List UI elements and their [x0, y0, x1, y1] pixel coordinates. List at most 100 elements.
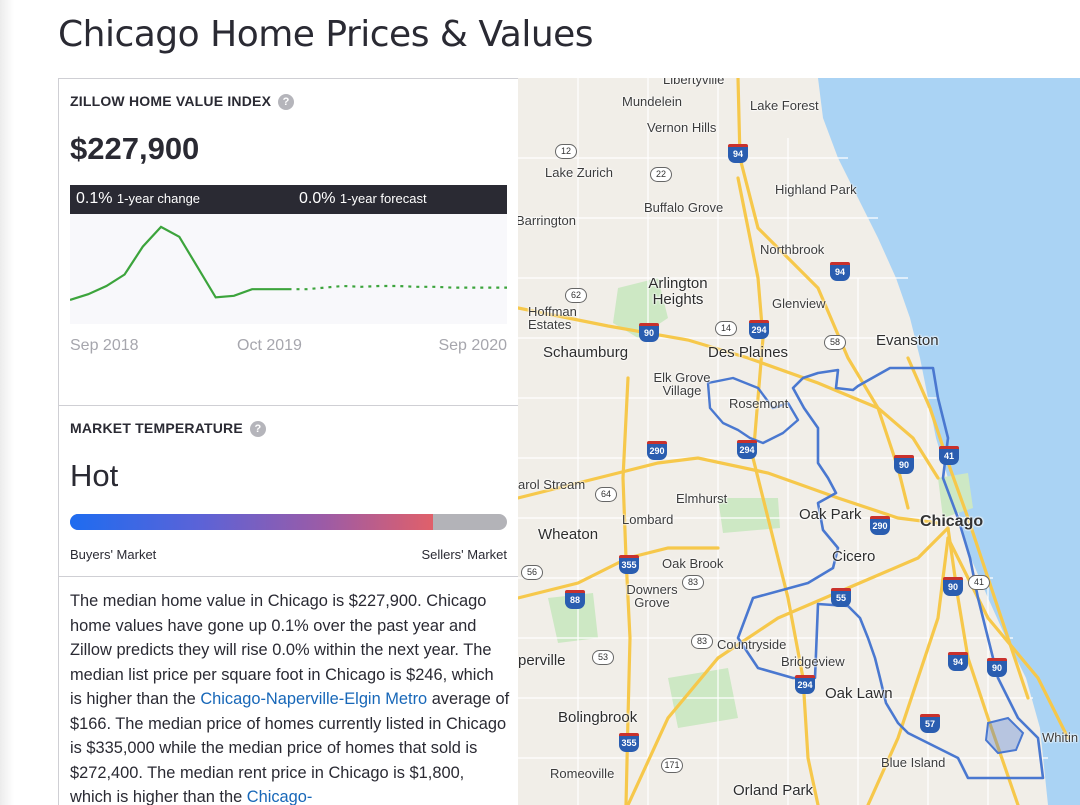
- route-marker: 53: [592, 650, 614, 665]
- change-label: 1-year change: [116, 191, 201, 206]
- place-label: Oak Park: [799, 506, 862, 523]
- place-label: Libertyville: [663, 78, 725, 87]
- axis-tick-label: Sep 2018: [70, 337, 139, 354]
- metro-rent-link[interactable]: Chicago-: [246, 788, 313, 805]
- place-label: Orland Park: [733, 782, 814, 799]
- interstate-shield: 355: [619, 555, 639, 574]
- highway-i57: [866, 536, 950, 805]
- lake-michigan: [818, 78, 1080, 805]
- gauge-fill: [70, 514, 433, 530]
- series-line-actual: [70, 225, 289, 301]
- home-values-panel: ZILLOW HOME VALUE INDEX? $227,900 0.1% 1…: [58, 78, 518, 805]
- interstate-shield: 94: [830, 262, 850, 281]
- place-label: Elk Grove Village: [653, 370, 711, 398]
- interstate-shield: 294: [795, 675, 815, 694]
- axis-tick-label: Sep 2020: [438, 337, 507, 354]
- series-line-forecast: [288, 284, 507, 291]
- place-label: Arlington Heights: [648, 275, 708, 308]
- forecast-label: 1-year forecast: [339, 191, 427, 206]
- help-icon[interactable]: ?: [278, 94, 295, 110]
- one-year-forecast: 0.0% 1-year forecast: [299, 190, 427, 208]
- highway-lake-shore: [906, 356, 1030, 700]
- route-marker: 83: [682, 575, 704, 590]
- market-temperature-gauge: [70, 514, 507, 530]
- place-label: Buffalo Grove: [644, 200, 724, 215]
- description-paragraph: The median home value in Chicago is $227…: [70, 589, 510, 805]
- place-label: Schaumburg: [543, 344, 629, 361]
- temperature-label-row: MARKET TEMPERATURE?: [70, 420, 266, 437]
- place-label: Mundelein: [622, 94, 682, 109]
- place-label: Bridgeview: [781, 654, 845, 669]
- place-label: Vernon Hills: [647, 120, 717, 135]
- highway-i94-dan-ryan: [946, 526, 1020, 805]
- highway-i355: [621, 376, 632, 805]
- place-label: arol Stream: [518, 477, 586, 492]
- interstate-shield: 57: [920, 714, 940, 733]
- highway-i90-northwest: [518, 306, 940, 480]
- place-label: Whitin: [1042, 730, 1079, 745]
- help-icon[interactable]: ?: [249, 421, 266, 437]
- description-text: average of $166. The median price of hom…: [70, 690, 510, 805]
- place-label: Blue Island: [881, 755, 946, 770]
- place-label: Wheaton: [538, 526, 599, 543]
- description-text: The median home value in Chicago is $227…: [70, 592, 494, 708]
- place-label: Des Plaines: [708, 344, 789, 361]
- page-edge-shadow: [0, 0, 14, 805]
- market-description: The median home value in Chicago is $227…: [70, 589, 510, 805]
- temperature-label: MARKET TEMPERATURE: [70, 420, 243, 436]
- zhvi-sparkline-chart[interactable]: [70, 214, 507, 324]
- place-label: Countryside: [717, 637, 787, 652]
- place-label: Lake Zurich: [545, 165, 613, 180]
- temperature-value: Hot: [70, 458, 119, 493]
- interstate-shield: 90: [943, 577, 963, 596]
- buyers-market-label: Buyers' Market: [70, 547, 157, 562]
- forest-preserve: [548, 593, 598, 643]
- interstate-shield: 294: [749, 320, 769, 339]
- axis-tick-label: Oct 2019: [237, 337, 302, 354]
- area-map[interactable]: Libertyville Mundelein Lake Forest Verno…: [518, 78, 1080, 805]
- route-marker: 22: [650, 167, 672, 182]
- change-value: 0.1%: [76, 190, 113, 207]
- highway-i290: [518, 456, 940, 525]
- metro-link[interactable]: Chicago-Naperville-Elgin Metro: [200, 690, 428, 708]
- highway-i294: [736, 176, 820, 805]
- route-marker: 64: [595, 487, 617, 502]
- place-label: Barrington: [518, 213, 576, 228]
- route-marker: 14: [715, 321, 737, 336]
- highway-i55: [626, 526, 950, 805]
- route-marker: 58: [824, 335, 846, 350]
- place-label: Chicago: [920, 513, 984, 530]
- interstate-shield: 355: [619, 733, 639, 752]
- place-label: perville: [518, 652, 566, 669]
- interstate-shield: 41: [939, 446, 959, 465]
- interstate-shield: 90: [987, 658, 1007, 677]
- page-title: Chicago Home Prices & Values: [58, 14, 594, 55]
- interstate-shield: 294: [737, 440, 757, 459]
- south-annex-boundary: [984, 716, 1025, 755]
- interstate-shield: 88: [565, 590, 585, 609]
- interstate-shield: 90: [639, 323, 659, 342]
- one-year-change: 0.1% 1-year change: [76, 190, 200, 208]
- chicago-city-boundary: [736, 366, 1045, 780]
- place-label: Hoffman Estates: [528, 304, 577, 332]
- place-label: Glenview: [772, 296, 826, 311]
- route-marker: 41: [968, 575, 990, 590]
- place-label: Downers Grove: [626, 582, 678, 610]
- route-marker: 171: [661, 758, 683, 773]
- place-label: Northbrook: [760, 242, 825, 257]
- place-label: Elmhurst: [676, 491, 728, 506]
- zhvi-value: $227,900: [70, 131, 200, 166]
- interstate-shield: 94: [948, 652, 968, 671]
- forecast-value: 0.0%: [299, 190, 336, 207]
- change-bar: 0.1% 1-year change 0.0% 1-year forecast: [70, 185, 507, 214]
- place-label: Romeoville: [550, 766, 615, 781]
- route-marker: 83: [691, 634, 713, 649]
- place-label: Evanston: [876, 332, 939, 349]
- interstate-shield: 90: [894, 455, 914, 474]
- zhvi-label: ZILLOW HOME VALUE INDEX: [70, 93, 272, 109]
- interstate-shield: 55: [831, 588, 851, 607]
- place-label: Highland Park: [775, 182, 857, 197]
- place-label: Bolingbrook: [558, 709, 638, 726]
- interstate-shield: 94: [728, 144, 748, 163]
- interstate-shield: 290: [870, 516, 890, 535]
